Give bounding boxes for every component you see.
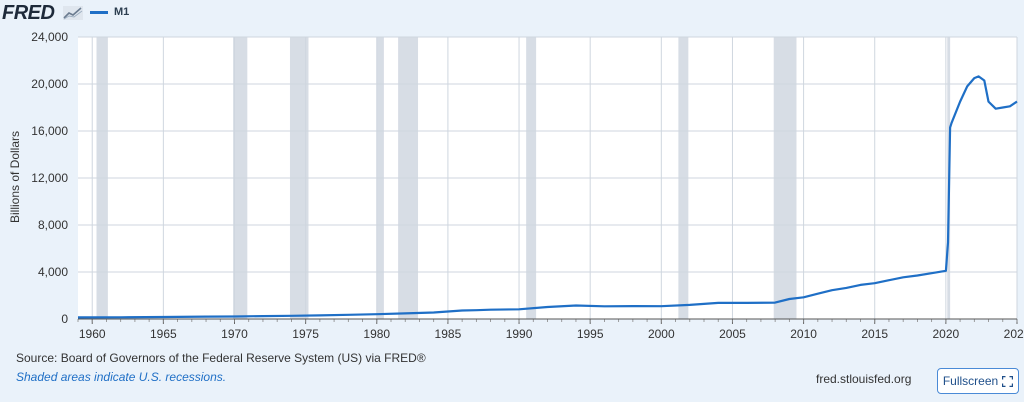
chart-trend-icon [63, 6, 83, 20]
y-tick-label: 4,000 [38, 265, 68, 279]
y-tick-label: 0 [61, 312, 68, 326]
x-tick-label: 1980 [363, 327, 390, 341]
x-tick-label: 1990 [506, 327, 533, 341]
x-tick-label: 1965 [150, 327, 177, 341]
line-chart: 0 4,000 8,000 12,000 16,000 20,000 24,000 1960… [8, 30, 1024, 341]
y-tick-label: 16,000 [31, 124, 68, 138]
x-tick-label: 1970 [221, 327, 248, 341]
fullscreen-icon [1002, 375, 1014, 387]
chart-header: FRED M1 [0, 0, 1024, 30]
x-tick-label: 2025 [1004, 327, 1024, 341]
y-axis-label: Billions of Dollars [8, 131, 22, 223]
x-tick-label: 1995 [577, 327, 604, 341]
chart-legend: M1 [90, 6, 129, 18]
y-tick-label: 12,000 [31, 171, 68, 185]
x-tick-label: 2020 [933, 327, 960, 341]
y-tick-label: 20,000 [31, 77, 68, 91]
x-tick-label: 2000 [648, 327, 675, 341]
recession-note: Shaded areas indicate U.S. recessions. [16, 370, 227, 384]
y-tick-label: 8,000 [38, 218, 68, 232]
y-tick-label: 24,000 [31, 30, 68, 44]
x-tick-label: 1960 [79, 327, 106, 341]
fullscreen-button[interactable]: Fullscreen [937, 368, 1019, 394]
site-url: fred.stlouisfed.org [816, 372, 912, 386]
x-tick-label: 2010 [790, 327, 817, 341]
fullscreen-label: Fullscreen [942, 374, 999, 388]
legend-label-m1: M1 [114, 6, 130, 18]
series-line-m1 [77, 75, 1018, 319]
source-note: Source: Board of Governors of the Federa… [16, 351, 426, 365]
legend-swatch-m1 [90, 10, 108, 14]
x-tick-label: 2005 [719, 327, 746, 341]
fred-logo: FRED [2, 2, 55, 24]
x-tick-label: 2015 [861, 327, 888, 341]
x-tick-label: 1985 [435, 327, 462, 341]
x-tick-label: 1975 [292, 327, 319, 341]
